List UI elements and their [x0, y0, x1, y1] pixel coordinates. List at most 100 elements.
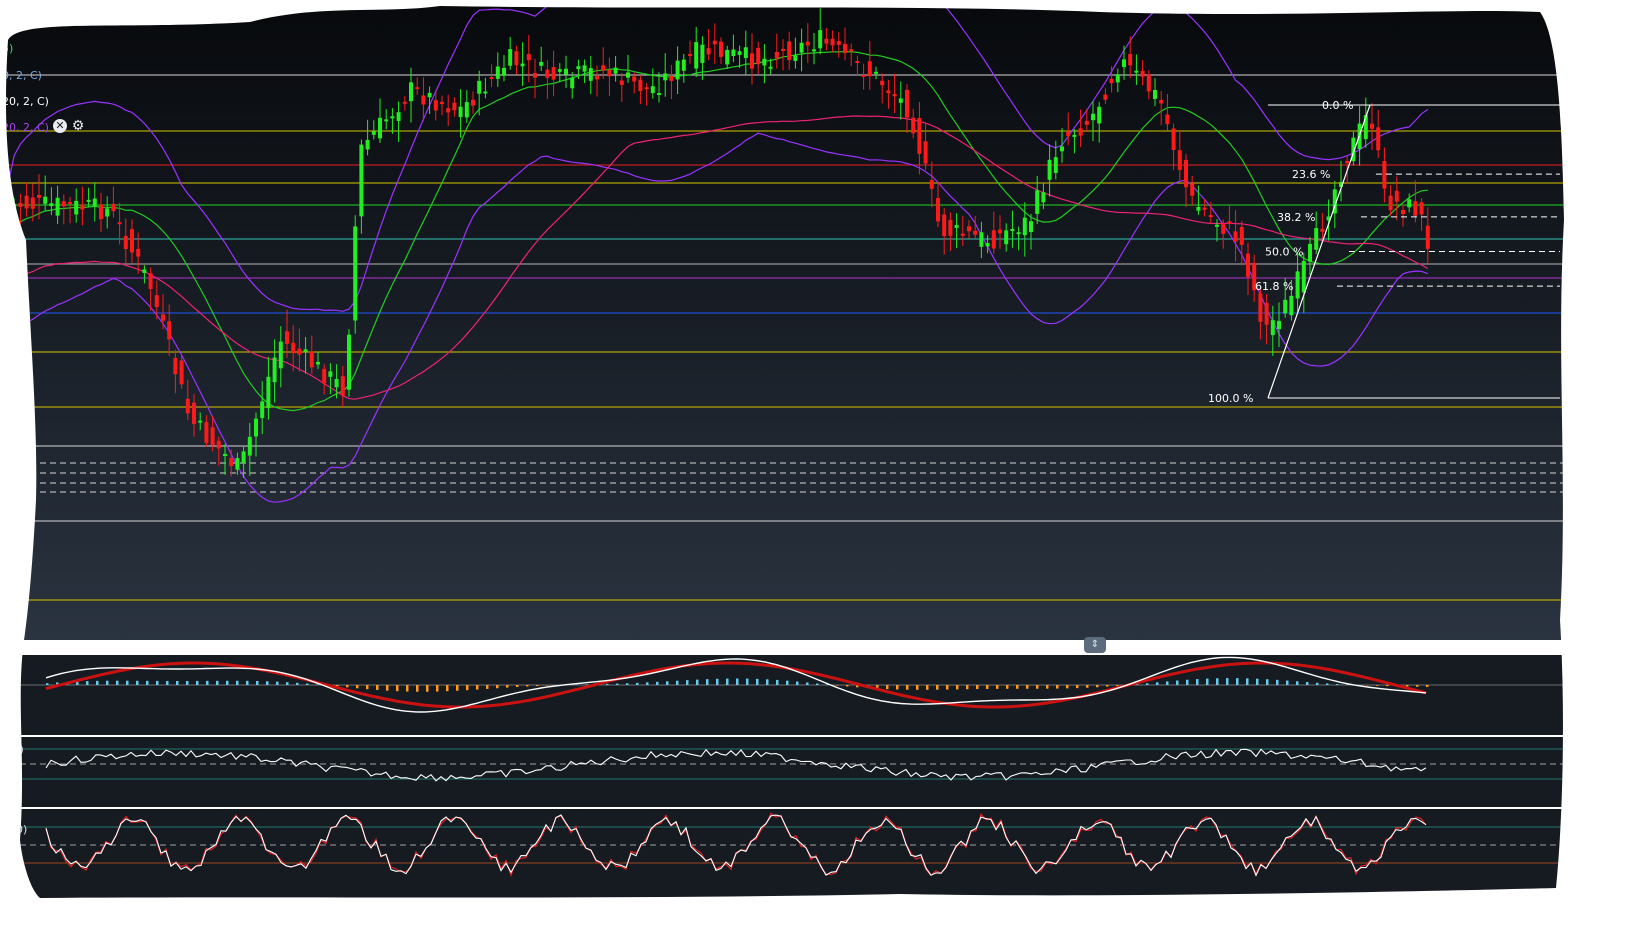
candle-body: [1401, 209, 1405, 215]
candle-body: [1128, 54, 1133, 66]
macd-histogram-bar: [206, 680, 209, 685]
candle-body: [1140, 70, 1145, 77]
macd-histogram-bar: [1326, 683, 1329, 685]
macd-histogram-bar: [756, 678, 759, 685]
macd-histogram-bar: [226, 680, 229, 685]
candle-body: [1010, 229, 1015, 232]
candle-body: [6, 254, 10, 257]
macd-histogram-bar: [616, 683, 619, 685]
pane-resize-handle[interactable]: ⇕: [1084, 637, 1106, 653]
macd-histogram-bar: [106, 680, 109, 685]
macd-panel[interactable]: [0, 655, 1633, 735]
candle-body: [30, 197, 35, 209]
candle-body: [1103, 94, 1108, 100]
candle-body: [725, 50, 730, 65]
candle-body: [148, 273, 153, 289]
candle-body: [743, 47, 748, 59]
candle-body: [731, 49, 736, 56]
macd-histogram-bar: [1236, 678, 1239, 685]
candle-body: [446, 108, 451, 113]
macd-histogram-bar: [906, 685, 909, 690]
macd-histogram-bar: [786, 680, 789, 685]
candle-body: [365, 139, 370, 150]
candle-body: [985, 242, 990, 247]
candle-body: [1345, 160, 1350, 164]
macd-histogram-bar: [86, 681, 89, 685]
macd-histogram-bar: [1156, 682, 1159, 685]
candle-body: [526, 54, 531, 61]
macd-histogram-bar: [296, 682, 299, 685]
candle-body: [1078, 128, 1083, 136]
price-background: [0, 0, 1633, 640]
macd-histogram-bar: [736, 678, 739, 685]
candle-body: [353, 226, 358, 321]
candle-body: [1376, 127, 1381, 151]
candle-body: [1053, 157, 1058, 173]
candle-body: [440, 101, 444, 105]
gear-icon[interactable]: ⚙: [71, 118, 85, 134]
candle-body: [1029, 221, 1033, 233]
candle-body: [638, 79, 643, 92]
candle-body: [105, 208, 110, 217]
oscillator-panel-2[interactable]: [0, 809, 1633, 899]
macd-histogram-bar: [1416, 685, 1419, 687]
candle-body: [781, 48, 785, 51]
fib-level-label: 61.8 %: [1255, 280, 1293, 293]
candle-body: [898, 98, 903, 103]
candle-body: [1394, 190, 1399, 202]
macd-histogram-bar: [646, 682, 649, 685]
candle-body: [967, 226, 971, 232]
candle-body: [371, 131, 376, 135]
macd-histogram-bar: [846, 685, 849, 687]
macd-histogram-bar: [836, 685, 839, 686]
macd-histogram-bar: [236, 680, 239, 685]
macd-histogram-bar: [536, 685, 539, 686]
macd-histogram-bar: [166, 680, 169, 685]
candle-body: [291, 342, 296, 354]
macd-histogram-bar: [776, 679, 779, 685]
candle-body: [1314, 228, 1319, 250]
candle-body: [1097, 106, 1102, 124]
macd-histogram-bar: [1196, 679, 1199, 685]
macd-histogram-bar: [216, 680, 219, 685]
macd-histogram-bar: [1186, 679, 1189, 685]
macd-histogram-bar: [1036, 685, 1039, 689]
oscillator-panel-1[interactable]: [0, 737, 1633, 807]
macd-histogram-bar: [1096, 685, 1099, 688]
candle-body: [570, 77, 575, 89]
candle-body: [911, 117, 916, 134]
candle-body: [929, 179, 934, 189]
candle-body: [843, 43, 847, 54]
candle-body: [1016, 232, 1021, 235]
candle-body: [1171, 128, 1176, 150]
macd-histogram-bar: [1286, 680, 1289, 685]
candle-body: [1258, 293, 1263, 322]
macd-histogram-bar: [356, 685, 359, 689]
candle-body: [1413, 201, 1418, 216]
candle-body: [18, 203, 23, 207]
candle-body: [402, 101, 407, 104]
macd-histogram-bar: [306, 683, 309, 685]
candle-body: [154, 295, 159, 307]
close-icon[interactable]: ✕: [53, 119, 67, 133]
macd-histogram-bar: [196, 680, 199, 685]
macd-histogram-bar: [936, 685, 939, 690]
macd-histogram-bar: [1406, 685, 1409, 687]
price-chart[interactable]: 0.0 % 23.6 % 38.2 % 50.0 % 61.8 % 100.0 %: [0, 0, 1633, 640]
macd-histogram-bar: [1016, 685, 1019, 689]
candle-body: [285, 331, 289, 344]
macd-histogram-bar: [366, 685, 369, 690]
candle-body: [142, 269, 147, 273]
candle-body: [867, 61, 872, 77]
candle-body: [415, 87, 420, 90]
macd-histogram-bar: [986, 685, 989, 689]
macd-histogram-bar: [1176, 680, 1179, 685]
candle-body: [514, 51, 519, 66]
candle-body: [799, 42, 804, 53]
candle-body: [427, 92, 432, 98]
macd-histogram-bar: [896, 685, 899, 690]
candle-body: [483, 91, 488, 94]
candle-body: [192, 402, 196, 424]
macd-histogram-bar: [796, 681, 799, 685]
